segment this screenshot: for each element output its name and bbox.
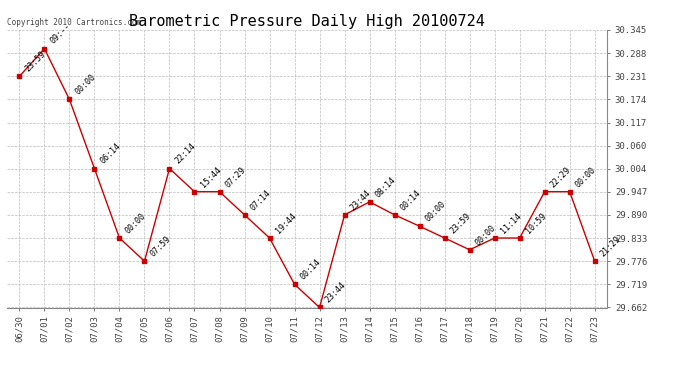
Text: 00:00: 00:00: [574, 165, 598, 189]
Text: 07:59: 07:59: [148, 234, 172, 258]
Title: Barometric Pressure Daily High 20100724: Barometric Pressure Daily High 20100724: [129, 14, 485, 29]
Text: Copyright 2010 Cartronics.com: Copyright 2010 Cartronics.com: [7, 18, 141, 27]
Text: 23:59: 23:59: [23, 50, 48, 74]
Text: 15:44: 15:44: [199, 165, 223, 189]
Text: 00:14: 00:14: [299, 258, 323, 282]
Text: 00:00: 00:00: [424, 200, 448, 223]
Text: 00:14: 00:14: [399, 188, 423, 212]
Text: 23:44: 23:44: [324, 280, 348, 305]
Text: 06:14: 06:14: [99, 142, 123, 166]
Text: 23:59: 23:59: [448, 211, 473, 235]
Text: 19:44: 19:44: [274, 211, 298, 235]
Text: 00:00: 00:00: [124, 211, 148, 235]
Text: 00:00: 00:00: [74, 73, 98, 97]
Text: 07:29: 07:29: [224, 165, 248, 189]
Text: 23:44: 23:44: [348, 188, 373, 212]
Text: 22:14: 22:14: [174, 142, 198, 166]
Text: 21:29: 21:29: [599, 234, 623, 258]
Text: 00:00: 00:00: [474, 223, 498, 247]
Text: 22:29: 22:29: [549, 165, 573, 189]
Text: 10:59: 10:59: [524, 211, 548, 235]
Text: 08:14: 08:14: [374, 175, 398, 199]
Text: 07:14: 07:14: [248, 188, 273, 212]
Text: 11:14: 11:14: [499, 211, 523, 235]
Text: 09:--: 09:--: [48, 22, 72, 46]
